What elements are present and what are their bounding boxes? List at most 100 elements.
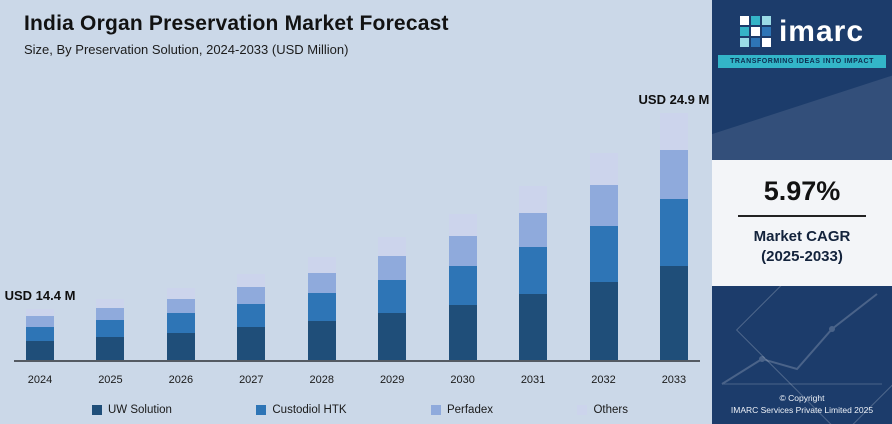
legend-label: Others	[593, 404, 628, 416]
bar-value-label-2033: USD 24.9 M	[638, 92, 710, 107]
x-tick-2028: 2028	[309, 374, 334, 386]
bar-segment-perfadex	[237, 286, 266, 304]
legend-swatch-icon	[256, 405, 267, 415]
copyright: © Copyright IMARC Services Private Limit…	[712, 393, 892, 417]
bar-segment-others	[519, 186, 548, 213]
stacked-bar-2033	[659, 113, 688, 360]
bar-segment-custodiol-htk	[307, 292, 336, 321]
bar-segment-others	[589, 153, 618, 185]
page-title: India Organ Preservation Market Forecast	[24, 12, 449, 35]
bar-segment-perfadex	[307, 272, 336, 293]
bar-segment-custodiol-htk	[96, 320, 125, 337]
bar-segment-custodiol-htk	[378, 280, 407, 314]
x-tick-2031: 2031	[520, 374, 546, 386]
bar-group-2024: USD 14.4 M	[5, 288, 75, 360]
bar-segment-uw-solution	[659, 265, 688, 360]
stacked-bar-2032	[589, 153, 618, 360]
bar-segment-uw-solution	[307, 320, 336, 360]
legend-swatch-icon	[92, 405, 102, 415]
bar-segment-uw-solution	[237, 327, 266, 360]
bar-segment-uw-solution	[26, 340, 54, 360]
bar-segment-custodiol-htk	[519, 247, 548, 295]
bar-segment-uw-solution	[519, 294, 548, 361]
stacked-bar-2029	[378, 237, 407, 360]
bar-group-2027	[225, 274, 277, 360]
cagr-label: Market CAGR (2025-2033)	[712, 227, 892, 268]
x-tick-2025: 2025	[98, 374, 123, 386]
legend-item-others: Others	[577, 404, 628, 416]
bar-group-2033: USD 24.9 M	[639, 92, 709, 360]
bar-segment-perfadex	[448, 236, 477, 266]
x-tick-2027: 2027	[239, 374, 264, 386]
bar-segment-custodiol-htk	[26, 326, 54, 341]
bar-value-label-2024: USD 14.4 M	[4, 288, 76, 303]
brand-sidebar: imarc TRANSFORMING IDEAS INTO IMPACT 5.9…	[712, 0, 892, 424]
bar-segment-custodiol-htk	[659, 199, 688, 266]
bar-segment-perfadex	[96, 308, 125, 321]
imarc-logo-text: imarc	[778, 14, 865, 48]
bar-group-2031	[507, 186, 559, 361]
bar-segment-uw-solution	[589, 281, 618, 360]
bar-segment-others	[307, 257, 336, 273]
bar-segment-others	[237, 274, 266, 287]
bar-segment-perfadex	[166, 298, 195, 314]
bar-group-2030	[437, 214, 489, 361]
bar-group-2029	[366, 237, 418, 360]
bar-segment-others	[378, 237, 407, 256]
bar-segment-others	[26, 309, 54, 317]
legend-label: Custodiol HTK	[272, 404, 347, 416]
cagr-label-line1: Market CAGR	[753, 228, 851, 245]
stacked-bar-2031	[519, 186, 548, 361]
stacked-bar-2024	[26, 309, 54, 360]
imarc-logo-grid-icon	[739, 16, 771, 47]
x-tick-2033: 2033	[661, 374, 687, 386]
brand-tagline: TRANSFORMING IDEAS INTO IMPACT	[718, 55, 886, 68]
bar-segment-uw-solution	[448, 304, 477, 361]
x-tick-2026: 2026	[168, 374, 194, 386]
copyright-line1: © Copyright	[779, 393, 825, 404]
bar-segment-perfadex	[519, 212, 548, 248]
chart-legend: UW Solution Custodiol HTK Perfadex Others	[92, 404, 628, 416]
chart-header: India Organ Preservation Market Forecast…	[24, 12, 449, 57]
legend-item-perfadex: Perfadex	[430, 404, 493, 416]
x-tick-2029: 2029	[379, 374, 405, 386]
legend-label: Perfadex	[446, 404, 493, 416]
x-tick-2024: 2024	[27, 374, 53, 386]
x-tick-2030: 2030	[450, 374, 475, 386]
bar-chart-bars: USD 14.4 M USD 24.9 M	[5, 88, 709, 362]
bar-segment-others	[166, 288, 195, 299]
bar-segment-custodiol-htk	[448, 265, 477, 305]
bar-segment-others	[448, 214, 477, 237]
bar-segment-custodiol-htk	[237, 303, 266, 328]
cagr-label-line2: (2025-2033)	[761, 248, 843, 266]
bar-group-2025	[84, 299, 136, 360]
bar-segment-others	[96, 299, 125, 309]
cagr-value: 5.97%	[737, 176, 867, 217]
bar-group-2032	[578, 153, 630, 360]
page-subtitle: Size, By Preservation Solution, 2024-203…	[24, 42, 349, 57]
bar-segment-uw-solution	[378, 313, 407, 360]
copyright-line2: IMARC Services Private Limited 2025	[730, 405, 874, 416]
cagr-panel: 5.97% Market CAGR (2025-2033)	[712, 160, 892, 286]
bar-group-2026	[155, 288, 207, 360]
bar-segment-perfadex	[659, 149, 688, 200]
bar-chart: USD 14.4 M USD 24.9 M	[5, 88, 709, 362]
bar-segment-perfadex	[378, 255, 407, 281]
legend-swatch-icon	[577, 405, 588, 415]
imarc-logo: imarc	[712, 16, 892, 47]
bar-segment-others	[659, 113, 688, 150]
stacked-bar-2027	[237, 274, 266, 360]
stacked-bar-2028	[307, 257, 336, 360]
stacked-bar-2026	[166, 288, 195, 360]
bar-segment-uw-solution	[166, 332, 195, 360]
decorative-line-chart	[721, 293, 882, 385]
bar-segment-custodiol-htk	[589, 226, 618, 282]
bar-segment-uw-solution	[96, 336, 125, 360]
bar-segment-perfadex	[26, 316, 54, 327]
chart-area: India Organ Preservation Market Forecast…	[0, 0, 712, 424]
bar-segment-custodiol-htk	[166, 313, 195, 333]
stacked-bar-2030	[448, 214, 477, 361]
x-tick-2032: 2032	[591, 374, 616, 386]
bar-segment-perfadex	[589, 184, 618, 227]
